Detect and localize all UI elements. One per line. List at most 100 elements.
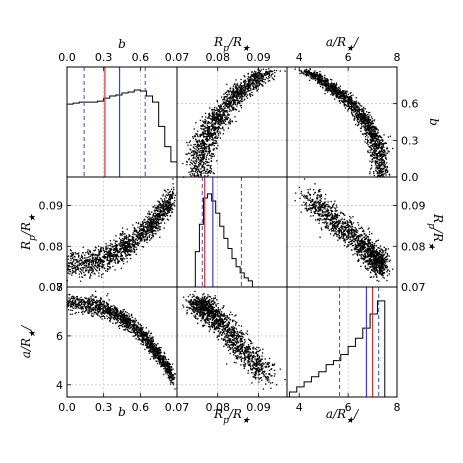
scatter-point — [372, 127, 374, 129]
scatter-point — [330, 89, 333, 91]
scatter-point — [369, 131, 372, 133]
scatter-point — [84, 274, 87, 276]
scatter-point — [376, 166, 379, 168]
scatter-point — [364, 118, 366, 120]
scatter-point — [367, 118, 369, 120]
scatter-point — [378, 173, 380, 175]
scatter-point — [273, 69, 276, 72]
scatter-point — [156, 221, 158, 224]
scatter-point — [358, 121, 360, 124]
scatter-point — [378, 169, 381, 171]
scatter-point — [215, 113, 217, 115]
scatter-point — [370, 132, 372, 134]
scatter-point — [380, 147, 382, 149]
scatter-point — [223, 114, 226, 116]
scatter-point — [371, 261, 374, 263]
scatter-point — [87, 249, 89, 251]
scatter-point — [369, 149, 371, 151]
scatter-point — [98, 259, 101, 261]
scatter-point — [144, 233, 146, 235]
scatter-point — [318, 74, 320, 76]
scatter-point — [341, 91, 344, 93]
scatter-point — [170, 197, 173, 200]
scatter-point — [204, 125, 206, 128]
scatter-point — [71, 255, 73, 257]
scatter-point — [145, 222, 147, 224]
scatter-point — [123, 244, 125, 246]
scatter-point — [352, 103, 355, 105]
scatter-point — [218, 109, 220, 112]
scatter-point — [76, 261, 79, 263]
scatter-point — [209, 114, 211, 116]
scatter-point — [356, 109, 358, 111]
scatter-point — [110, 258, 112, 260]
scatter-point — [122, 258, 124, 260]
scatter-point — [157, 220, 159, 222]
scatter-point — [125, 251, 127, 253]
scatter-point — [368, 131, 370, 133]
scatter-point — [149, 224, 151, 226]
scatter-point — [226, 95, 228, 98]
scatter-point — [355, 97, 357, 99]
scatter-point — [355, 115, 357, 117]
scatter-point — [371, 131, 373, 133]
scatter-point — [229, 87, 231, 89]
scatter-point — [223, 97, 226, 99]
scatter-point — [158, 204, 160, 206]
scatter-point — [379, 153, 382, 155]
scatter-point — [160, 197, 162, 200]
scatter-point — [116, 250, 119, 252]
scatter-point — [201, 152, 203, 154]
scatter-point — [375, 245, 378, 247]
scatter-point — [135, 234, 137, 236]
scatter-point — [348, 105, 350, 108]
scatter-point — [361, 237, 364, 240]
scatter-point — [325, 78, 327, 80]
scatter-point — [201, 140, 204, 143]
scatter-point — [369, 141, 371, 144]
scatter-point — [240, 86, 243, 88]
scatter-point — [258, 84, 260, 86]
scatter-point — [197, 164, 200, 166]
scatter-point — [334, 87, 336, 89]
scatter-point — [268, 74, 271, 77]
scatter-point — [150, 224, 152, 226]
scatter-point — [375, 263, 378, 265]
scatter-point — [75, 261, 78, 263]
scatter-point — [364, 132, 366, 135]
scatter-point — [340, 224, 343, 227]
scatter-point — [252, 88, 255, 90]
scatter-point — [77, 256, 80, 258]
scatter-point — [213, 112, 215, 114]
scatter-point — [373, 130, 375, 132]
scatter-point — [171, 196, 174, 198]
scatter-point — [98, 253, 100, 255]
scatter-point — [368, 267, 370, 270]
scatter-point — [368, 121, 371, 123]
scatter-point — [258, 77, 260, 80]
scatter-point — [373, 132, 375, 134]
scatter-point — [130, 254, 132, 256]
scatter-point — [213, 155, 215, 157]
scatter-point — [267, 73, 269, 75]
scatter-point — [202, 155, 204, 157]
scatter-point — [117, 260, 120, 262]
scatter-point — [150, 220, 152, 222]
scatter-point — [376, 155, 378, 158]
scatter-point — [347, 96, 349, 98]
scatter-point — [216, 142, 218, 144]
scatter-point — [126, 247, 128, 250]
scatter-point — [116, 259, 119, 261]
scatter-point — [376, 171, 378, 173]
scatter-point — [235, 84, 237, 86]
scatter-point — [353, 119, 355, 121]
scatter-point — [234, 90, 237, 92]
scatter-point — [347, 110, 349, 112]
scatter-point — [94, 262, 97, 265]
scatter-point — [98, 250, 100, 252]
scatter-point — [360, 238, 363, 241]
scatter-point — [247, 85, 249, 88]
scatter-point — [212, 123, 214, 125]
scatter-point — [171, 190, 174, 193]
scatter-point — [318, 79, 320, 81]
